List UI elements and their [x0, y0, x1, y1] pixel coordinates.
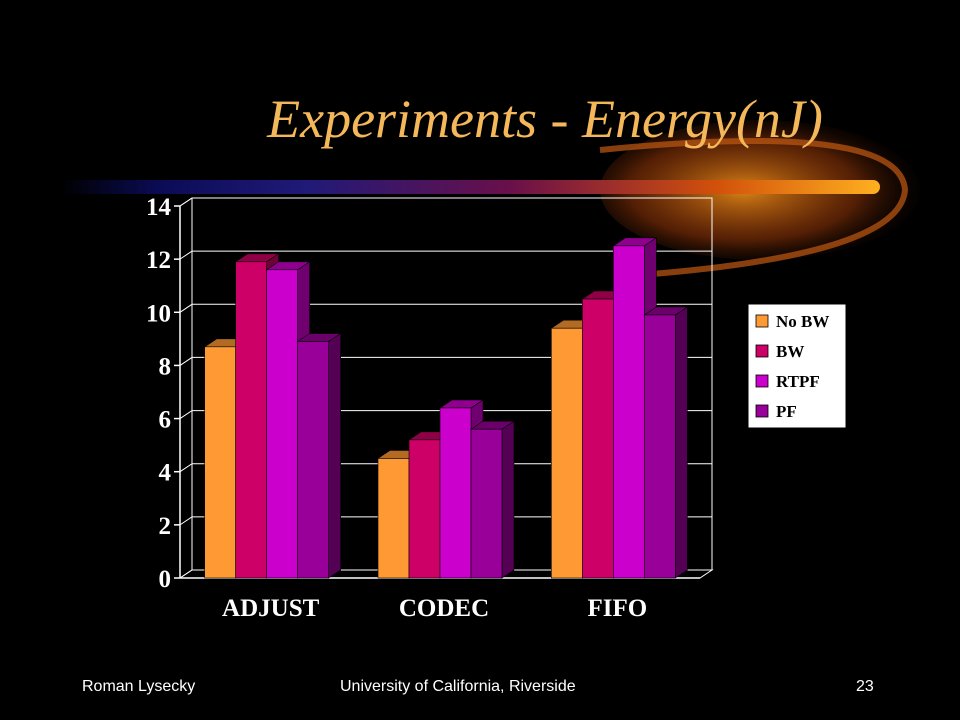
x-category-label-adjust: ADJUST	[222, 595, 320, 622]
y-tick-label: 2	[159, 513, 172, 540]
slide-title: Experiments - Energy(nJ)	[267, 89, 823, 149]
legend-swatch	[755, 374, 769, 388]
bar-adjust-pf	[296, 332, 342, 579]
footer-author: Roman Lysecky	[82, 678, 196, 695]
footer-organization: University of California, Riverside	[340, 678, 576, 695]
legend-swatch	[755, 404, 769, 418]
y-axis-tick-labels: 0 2 4 6 8 10 12 14	[146, 194, 172, 593]
y-tick-label: 6	[159, 407, 172, 434]
legend-swatch	[755, 344, 769, 358]
x-axis-category-labels: ADJUST CODEC FIFO	[222, 595, 647, 622]
x-category-label-fifo: FIFO	[587, 595, 647, 622]
gridline	[179, 197, 712, 207]
legend-label: No BW	[776, 312, 829, 331]
y-tick-label: 12	[146, 247, 171, 274]
chart-legend: No BW BW RTPF PF	[747, 303, 847, 429]
y-tick-label: 0	[159, 566, 172, 593]
bar-fifo-pf	[643, 306, 689, 579]
legend-label: PF	[776, 402, 797, 421]
bar-codec-pf	[470, 420, 515, 579]
chart-bars	[203, 237, 689, 579]
legend-label: BW	[776, 342, 804, 361]
y-tick-label: 10	[146, 300, 171, 327]
legend-label: RTPF	[776, 372, 820, 391]
x-category-label-codec: CODEC	[399, 595, 489, 622]
legend-swatch	[755, 314, 769, 328]
footer-page-number: 23	[856, 678, 874, 695]
y-tick-label: 4	[159, 460, 172, 487]
y-tick-label: 8	[159, 353, 172, 380]
y-tick-label: 14	[146, 194, 172, 221]
